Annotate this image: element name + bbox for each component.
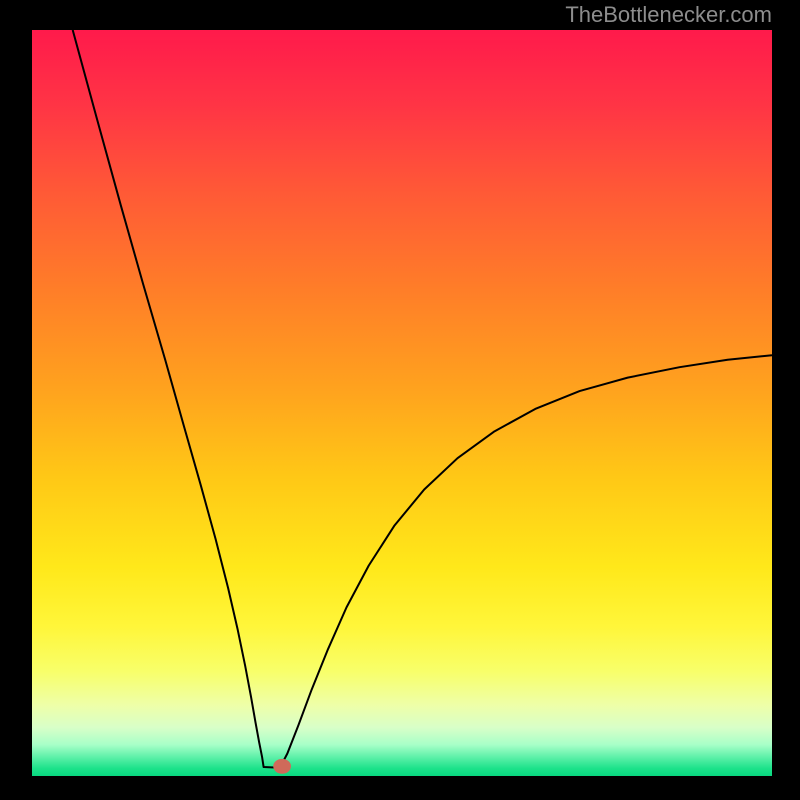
optimum-marker xyxy=(273,759,291,774)
plot-background xyxy=(32,30,772,776)
watermark-text: TheBottlenecker.com xyxy=(565,2,772,28)
